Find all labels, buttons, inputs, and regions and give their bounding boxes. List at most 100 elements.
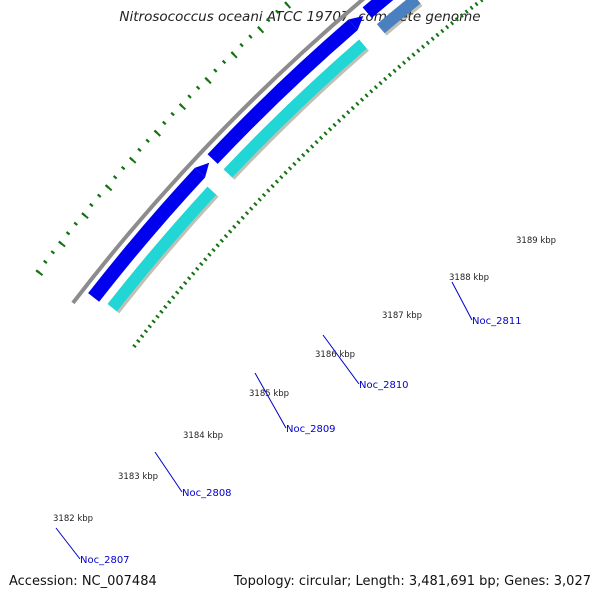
- outer-tick: [137, 147, 142, 153]
- outer-tick: [162, 120, 167, 126]
- inner-tick: [287, 166, 293, 171]
- gene-label-leader: [55, 527, 81, 560]
- inner-tick: [151, 319, 156, 324]
- inner-tick: [244, 211, 250, 216]
- inner-tick: [155, 314, 160, 319]
- inner-tick: [147, 324, 152, 329]
- outer-major-tick: [35, 269, 44, 276]
- inner-tick: [346, 110, 351, 115]
- inner-tick: [369, 89, 374, 94]
- inner-tick: [464, 9, 469, 14]
- inner-tick: [296, 157, 301, 162]
- cds-feature: [88, 167, 206, 302]
- gene-label-leader: [154, 451, 183, 493]
- inner-tick: [215, 243, 220, 248]
- inner-tick: [350, 105, 355, 111]
- outer-major-tick: [58, 240, 66, 248]
- inner-tick: [323, 131, 328, 136]
- inner-tick: [236, 220, 241, 225]
- inner-tick: [318, 135, 324, 140]
- inner-tick: [314, 140, 319, 145]
- cds-feature: [207, 19, 358, 164]
- inner-tick: [364, 93, 369, 98]
- outer-tick: [275, 9, 280, 15]
- inner-tick: [373, 85, 378, 90]
- inner-tick: [270, 183, 275, 189]
- inner-tick: [227, 229, 233, 234]
- outer-tick: [187, 94, 192, 99]
- outer-major-tick: [81, 212, 89, 219]
- cds-feature: [362, 0, 394, 19]
- inner-tick: [392, 68, 397, 74]
- inner-tick: [207, 252, 212, 257]
- inner-tick: [132, 343, 137, 348]
- inner-tick: [378, 80, 383, 86]
- inner-tick: [355, 101, 360, 107]
- gene-label: Noc_2807: [80, 555, 130, 566]
- kbp-label: 3183 kbp: [118, 472, 158, 482]
- gene-label-leader: [322, 334, 360, 385]
- inner-tick: [459, 13, 464, 18]
- inner-tick: [261, 192, 267, 198]
- inner-tick: [327, 127, 333, 132]
- outer-tick: [43, 259, 48, 264]
- outer-major-tick: [104, 184, 113, 192]
- inner-tick: [223, 234, 229, 239]
- outer-tick: [170, 111, 175, 117]
- inner-tick: [397, 64, 402, 69]
- feature-shadow: [384, 3, 423, 36]
- inner-tick: [406, 56, 411, 61]
- map-labels: 3182 kbp 3183 kbp 3184 kbp 3185 kbp 3186 kbp…: [53, 236, 556, 566]
- inner-tick: [430, 36, 435, 42]
- outer-tick: [65, 231, 71, 236]
- inner-tick: [401, 60, 407, 65]
- inner-tick: [445, 24, 450, 30]
- outer-tick: [112, 175, 118, 180]
- inner-tick: [469, 5, 474, 11]
- outer-tick: [145, 138, 150, 144]
- gene-label: Noc_2808: [182, 488, 232, 499]
- inner-tick: [416, 48, 421, 53]
- kbp-label: 3182 kbp: [53, 514, 93, 524]
- outer-major-tick: [204, 77, 212, 85]
- inner-tick: [383, 76, 388, 82]
- topology-label: Topology: circular; Length: 3,481,691 bp…: [233, 574, 591, 589]
- inner-tick: [449, 21, 455, 26]
- inner-tick: [203, 257, 208, 262]
- kbp-label: 3185 kbp: [249, 389, 289, 399]
- inner-tick: [425, 40, 430, 45]
- inner-tick: [310, 144, 315, 149]
- inner-tick: [186, 276, 192, 281]
- inner-tick: [421, 44, 426, 49]
- inner-tick: [211, 247, 216, 253]
- inner-tick: [283, 170, 288, 175]
- kbp-label: 3184 kbp: [183, 431, 223, 441]
- inner-tick: [337, 118, 342, 123]
- inner-tick: [292, 161, 297, 167]
- outer-tick: [221, 59, 227, 65]
- feature-arc: [376, 0, 421, 34]
- inner-tick: [435, 32, 440, 38]
- cds-arrowhead: [194, 162, 210, 178]
- inner-tick: [178, 285, 184, 290]
- outer-major-tick: [284, 1, 292, 9]
- inner-tick: [257, 197, 262, 202]
- outer-tick: [50, 250, 56, 255]
- outer-major-tick: [153, 129, 162, 137]
- gene-label: Noc_2809: [286, 424, 336, 435]
- inner-tick: [332, 122, 337, 128]
- inner-tick: [139, 334, 145, 339]
- outer-tick: [239, 42, 244, 48]
- inner-tick: [274, 179, 280, 184]
- inner-tick: [411, 52, 416, 57]
- inner-tick: [174, 290, 180, 295]
- feature-shadow: [232, 48, 369, 180]
- gene-label: Noc_2810: [359, 380, 409, 391]
- inner-tick: [232, 224, 237, 229]
- inner-tick: [191, 271, 196, 276]
- outer-major-tick: [257, 26, 265, 34]
- inner-tick: [167, 300, 172, 305]
- outer-major-tick: [178, 103, 187, 111]
- outer-tick: [248, 34, 253, 39]
- outer-tick: [89, 202, 94, 208]
